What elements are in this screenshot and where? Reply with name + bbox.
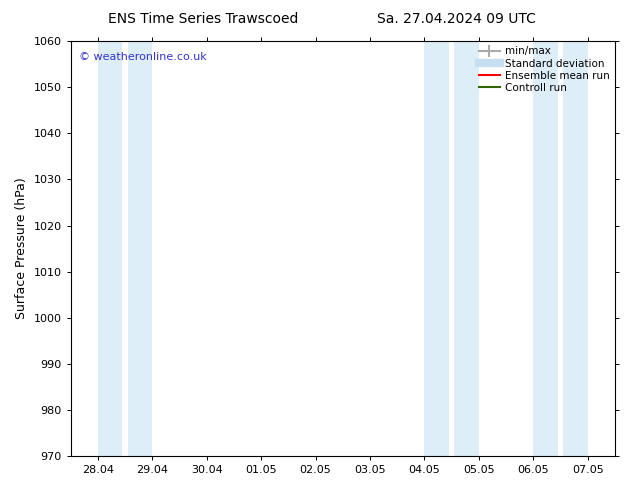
Bar (424, 41, 449, 456)
Text: Sa. 27.04.2024 09 UTC: Sa. 27.04.2024 09 UTC (377, 12, 536, 26)
Bar (563, 41, 588, 456)
Text: © weatheronline.co.uk: © weatheronline.co.uk (79, 51, 207, 62)
Bar (98, 41, 122, 456)
Bar (128, 41, 152, 456)
Bar (533, 41, 558, 456)
Legend: min/max, Standard deviation, Ensemble mean run, Controll run: min/max, Standard deviation, Ensemble me… (479, 47, 610, 93)
Text: ENS Time Series Trawscoed: ENS Time Series Trawscoed (108, 12, 298, 26)
Y-axis label: Surface Pressure (hPa): Surface Pressure (hPa) (15, 178, 28, 319)
Bar (455, 41, 479, 456)
